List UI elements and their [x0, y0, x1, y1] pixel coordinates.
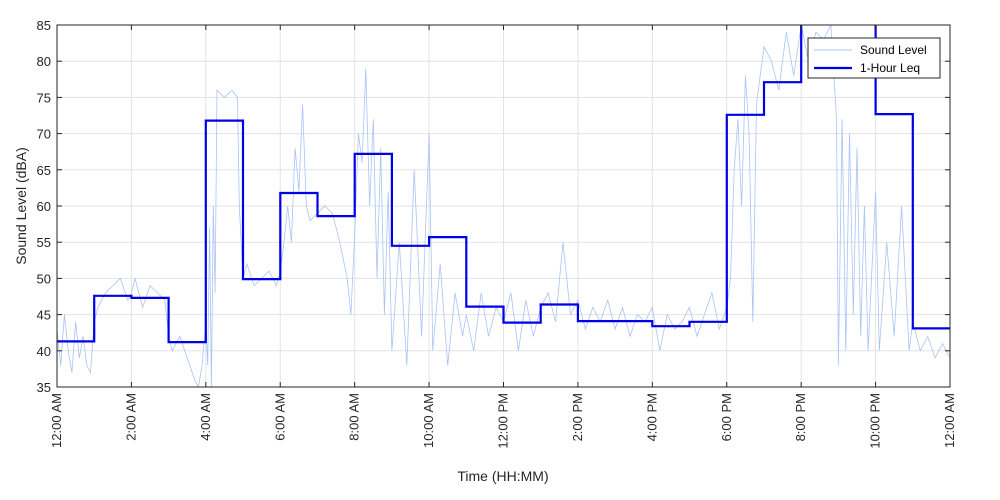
x-tick-label: 2:00 AM	[123, 393, 138, 441]
legend-label-sound-level: Sound Level	[860, 43, 927, 57]
x-axis-ticks: 12:00 AM 2:00 AM 4:00 AM 6:00 AM 8:00 AM 10:0…	[49, 25, 957, 449]
legend-box	[807, 37, 941, 79]
y-tick-label: 35	[37, 380, 51, 395]
y-tick-label: 60	[37, 199, 51, 214]
y-tick-label: 40	[37, 344, 51, 359]
x-tick-label: 4:00 AM	[198, 393, 213, 441]
y-tick-label: 55	[37, 235, 51, 250]
x-axis-title: Time (HH:MM)	[457, 468, 548, 484]
x-tick-label: 8:00 AM	[347, 393, 362, 441]
y-axis-ticks: 35 40 45 50 55 60 65 70 75 80 85	[37, 18, 950, 395]
y-tick-label: 70	[37, 127, 51, 142]
legend: Sound Level 1-Hour Leq	[807, 37, 941, 79]
x-tick-label: 12:00 AM	[49, 393, 64, 448]
x-tick-label: 6:00 PM	[719, 393, 734, 441]
x-tick-label: 6:00 AM	[272, 393, 287, 441]
y-axis-title: Sound Level (dBA)	[13, 147, 29, 265]
x-tick-label: 8:00 PM	[793, 393, 808, 441]
series-line-sound-level	[57, 25, 950, 387]
x-tick-label: 10:00 AM	[421, 393, 436, 448]
x-tick-label: 12:00 PM	[496, 393, 511, 449]
series-line-1-hour-leq	[57, 25, 950, 344]
y-tick-label: 50	[37, 271, 51, 286]
x-tick-label: 2:00 PM	[570, 393, 585, 441]
x-tick-label: 4:00 PM	[644, 393, 659, 441]
x-tick-label: 10:00 PM	[868, 393, 883, 449]
legend-label-1-hour-leq: 1-Hour Leq	[860, 61, 920, 75]
y-tick-label: 45	[37, 308, 51, 323]
plot-series	[57, 25, 950, 387]
x-tick-label: 12:00 AM	[942, 393, 957, 448]
y-tick-label: 80	[37, 54, 51, 69]
y-tick-label: 75	[37, 90, 51, 105]
y-tick-label: 85	[37, 18, 51, 33]
y-tick-label: 65	[37, 163, 51, 178]
